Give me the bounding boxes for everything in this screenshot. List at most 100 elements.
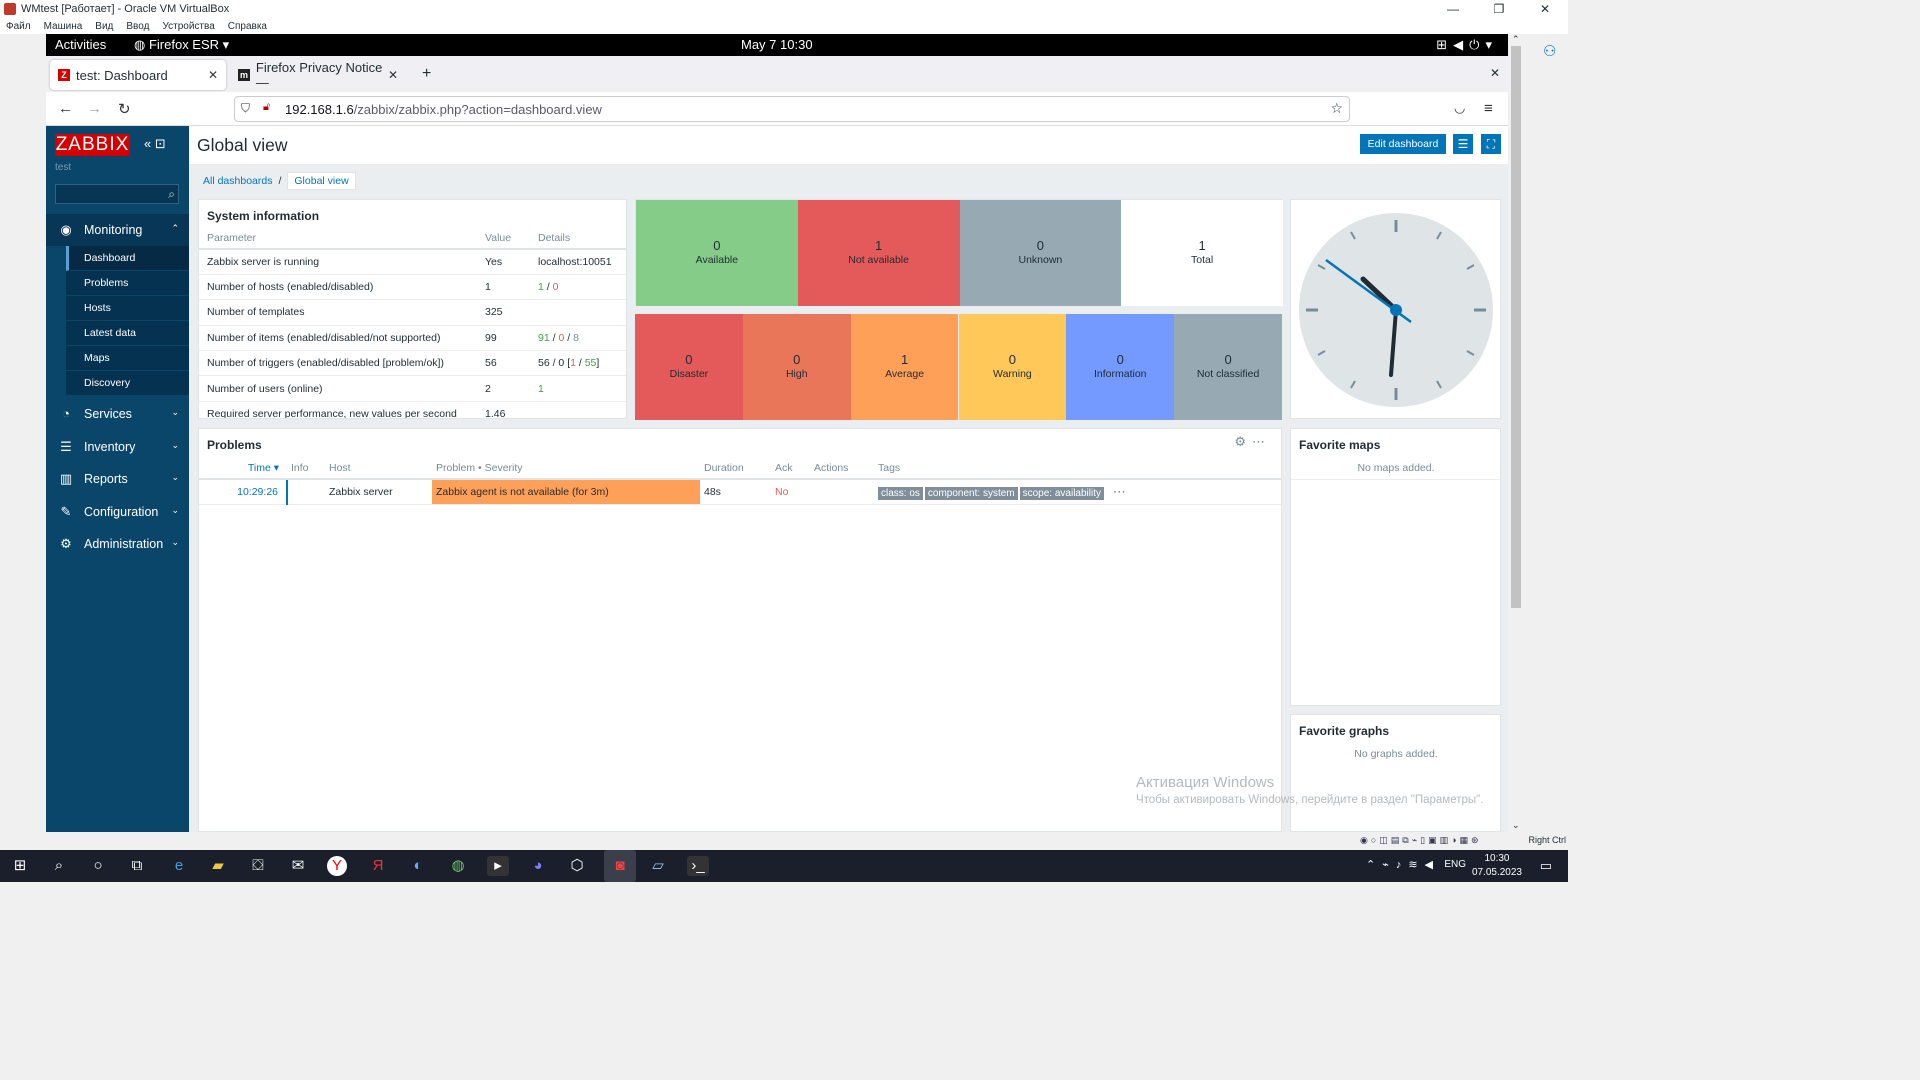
edit-dashboard-button[interactable]: Edit dashboard: [1360, 134, 1446, 154]
menu-reports[interactable]: ▥ Reports ⌄: [46, 463, 189, 495]
collapse-sidebar-icon[interactable]: « ⊡: [144, 136, 166, 151]
availability-tile[interactable]: 0 Unknown: [959, 200, 1122, 306]
menu-item-hosts[interactable]: Hosts: [66, 296, 189, 321]
system-tray[interactable]: ⊞◀⏻▾: [1436, 37, 1498, 53]
menu-services[interactable]: ◔ Services ⌄: [46, 398, 189, 430]
discord-icon[interactable]: ◕: [533, 857, 543, 874]
availability-tile[interactable]: 1 Total: [1121, 200, 1283, 306]
virtualbox-taskbar-icon[interactable]: ⬡: [570, 857, 584, 874]
availability-tile[interactable]: 1 Not available: [797, 200, 960, 306]
search-icon[interactable]: ⌕: [168, 187, 175, 201]
notepad-icon[interactable]: ▱: [652, 857, 664, 874]
close-tab-icon[interactable]: ✕: [207, 68, 218, 82]
close-icon[interactable]: ✕: [1539, 2, 1551, 16]
language-indicator[interactable]: ENG: [1444, 859, 1466, 870]
breadcrumb-current[interactable]: Global view: [287, 172, 356, 190]
active-app-icon[interactable]: ◙: [604, 850, 636, 882]
more-icon[interactable]: ⋯: [1252, 434, 1271, 449]
taskbar-clock[interactable]: 10:30 07.05.2023: [1472, 852, 1522, 880]
breadcrumb-all-dashboards[interactable]: All dashboards: [203, 175, 273, 187]
problem-time[interactable]: 10:29:26: [199, 479, 288, 504]
restore-icon[interactable]: ❐: [1493, 2, 1505, 16]
edge-icon[interactable]: e: [174, 857, 184, 874]
severity-tile[interactable]: 0 Disaster: [635, 314, 743, 420]
yandex-icon[interactable]: Я: [372, 857, 384, 874]
col-time[interactable]: Time ▾: [199, 457, 287, 480]
param-cell: Zabbix server is running: [199, 249, 477, 275]
severity-tile[interactable]: 0 Not classified: [1174, 314, 1282, 420]
vbox-menu-view[interactable]: Вид: [95, 20, 114, 32]
sidebar-search-input[interactable]: ⌕: [55, 184, 179, 204]
close-window-icon[interactable]: ✕: [1489, 66, 1500, 80]
scrollbar-thumb[interactable]: [1511, 46, 1521, 608]
shield-icon[interactable]: ⛉: [241, 101, 251, 115]
task-view-icon[interactable]: ⧉: [131, 857, 143, 874]
more-tags-icon[interactable]: ⋯: [1112, 483, 1126, 499]
vbox-menu-machine[interactable]: Машина: [43, 20, 83, 32]
network-app-icon[interactable]: ◍: [451, 857, 465, 874]
widget-tools[interactable]: ⚙⋯: [1234, 434, 1271, 450]
scroll-down-icon[interactable]: ⌄: [1512, 820, 1520, 830]
vertical-scrollbar[interactable]: ⌃ ⌄: [1510, 34, 1522, 832]
menu-item-maps[interactable]: Maps: [66, 346, 189, 371]
problem-name[interactable]: Zabbix agent is not available (for 3m): [432, 479, 700, 504]
vbox-menu-file[interactable]: Файл: [6, 20, 31, 32]
url-bar[interactable]: ⛉ 🔓︎ 192.168.1.6/zabbix/zabbix.php?actio…: [234, 96, 1350, 122]
menu-item-latest-data[interactable]: Latest data: [66, 321, 189, 346]
tab-privacy-notice[interactable]: m Firefox Privacy Notice — ✕: [230, 60, 406, 90]
new-tab-icon[interactable]: +: [422, 65, 432, 82]
menu-administration[interactable]: ⚙ Administration ⌄: [46, 528, 189, 560]
zabbix-logo[interactable]: ZABBIX: [55, 134, 130, 156]
menu-configuration[interactable]: ✎ Configuration ⌄: [46, 496, 189, 528]
app-menu[interactable]: ◍ Firefox ESR ▾: [134, 37, 229, 53]
powershell-icon[interactable]: ›_: [687, 856, 709, 876]
insecure-lock-icon[interactable]: 🔓︎: [263, 101, 271, 113]
availability-tile[interactable]: 0 Available: [636, 200, 798, 306]
severity-tile[interactable]: 0 Information: [1066, 314, 1175, 420]
taskbar-tray[interactable]: ⌃⌁♪≋◀: [1366, 858, 1440, 871]
severity-tile[interactable]: 0 High: [742, 314, 851, 420]
close-tab-icon[interactable]: ✕: [387, 68, 398, 82]
menu-item-problems[interactable]: Problems: [66, 271, 189, 296]
severity-tile[interactable]: 1 Average: [850, 314, 959, 420]
tile-count: 1: [875, 238, 883, 253]
windows-start-icon[interactable]: ⊞: [13, 857, 27, 874]
tab-dashboard[interactable]: Z test: Dashboard ✕: [50, 60, 226, 90]
activities-button[interactable]: Activities: [55, 37, 107, 52]
person-icon[interactable]: ⚇: [1543, 43, 1557, 60]
yandex-browser-icon[interactable]: Y: [327, 856, 347, 876]
scroll-up-icon[interactable]: ⌃: [1512, 34, 1520, 44]
kiosk-mode-icon[interactable]: ⛶: [1481, 134, 1501, 154]
gnome-clock[interactable]: May 7 10:30: [741, 37, 813, 52]
vbox-menu-devices[interactable]: Устройства: [162, 20, 215, 32]
vbox-menu-help[interactable]: Справка: [227, 20, 267, 32]
search-icon[interactable]: ⌕: [54, 857, 64, 874]
back-icon[interactable]: ←: [58, 100, 73, 117]
severity-tile[interactable]: 0 Warning: [958, 314, 1067, 420]
file-explorer-icon[interactable]: ▰: [212, 857, 224, 874]
menu-inventory[interactable]: ☰ Inventory ⌄: [46, 431, 189, 463]
app-icon[interactable]: ◐: [413, 857, 423, 874]
terminal-icon[interactable]: ▸: [487, 856, 509, 876]
gear-icon[interactable]: ⚙: [1234, 434, 1252, 449]
problem-host[interactable]: Zabbix server: [329, 485, 393, 498]
menu-monitoring[interactable]: ◉ Monitoring ⌃: [46, 214, 189, 246]
vbox-menu-input[interactable]: Ввод: [126, 20, 150, 32]
reload-icon[interactable]: ↻: [118, 101, 131, 118]
cortana-icon[interactable]: ○: [93, 857, 103, 874]
forward-icon[interactable]: →: [87, 100, 102, 117]
notification-icon[interactable]: ▭: [1539, 858, 1552, 873]
minimize-icon[interactable]: —: [1447, 2, 1459, 16]
menu-item-dashboard[interactable]: Dashboard: [66, 246, 189, 271]
vbox-device-icons[interactable]: ◉○◫▤⧉⌁▯▣▥◑▦⊛: [1360, 835, 1482, 845]
menu-item-discovery[interactable]: Discovery: [66, 371, 189, 396]
menu-label: Configuration: [84, 505, 159, 519]
hamburger-menu-icon[interactable]: ≡: [1484, 100, 1493, 117]
store-icon[interactable]: ⛋: [252, 857, 264, 874]
col-host: Host: [325, 457, 432, 480]
problem-ack[interactable]: No: [775, 485, 789, 498]
bookmark-star-icon[interactable]: ☆: [1330, 100, 1343, 116]
mail-icon[interactable]: ✉: [291, 857, 305, 874]
pocket-icon[interactable]: ◡: [1454, 100, 1466, 115]
dashboard-actions-icon[interactable]: ☰: [1453, 134, 1473, 154]
